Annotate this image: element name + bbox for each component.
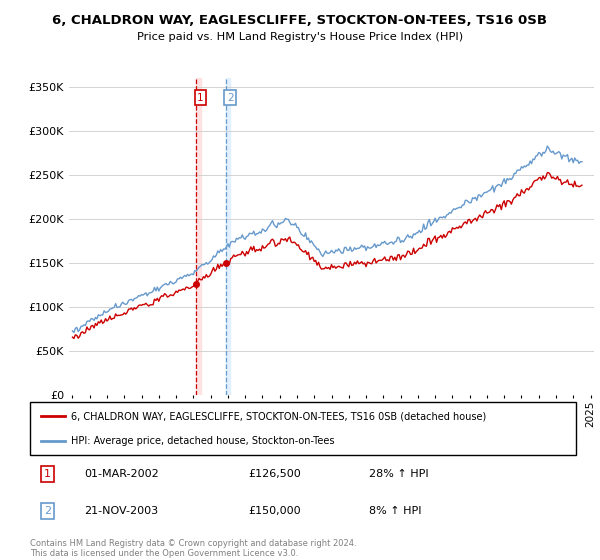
Text: Contains HM Land Registry data © Crown copyright and database right 2024.
This d: Contains HM Land Registry data © Crown c… (30, 539, 356, 558)
Text: 8% ↑ HPI: 8% ↑ HPI (368, 506, 421, 516)
Bar (226, 78, 230, 395)
Text: £150,000: £150,000 (248, 506, 301, 516)
Bar (196, 78, 200, 395)
Text: 6, CHALDRON WAY, EAGLESCLIFFE, STOCKTON-ON-TEES, TS16 0SB (detached house): 6, CHALDRON WAY, EAGLESCLIFFE, STOCKTON-… (71, 412, 486, 422)
Text: 1: 1 (197, 92, 204, 102)
Text: Price paid vs. HM Land Registry's House Price Index (HPI): Price paid vs. HM Land Registry's House … (137, 32, 463, 43)
Text: HPI: Average price, detached house, Stockton-on-Tees: HPI: Average price, detached house, Stoc… (71, 436, 334, 446)
Text: 28% ↑ HPI: 28% ↑ HPI (368, 469, 428, 479)
Text: 1: 1 (44, 469, 50, 479)
Text: 01-MAR-2002: 01-MAR-2002 (85, 469, 160, 479)
Text: £126,500: £126,500 (248, 469, 301, 479)
Text: 21-NOV-2003: 21-NOV-2003 (85, 506, 159, 516)
FancyBboxPatch shape (30, 402, 576, 455)
Text: 2: 2 (227, 92, 233, 102)
Text: 6, CHALDRON WAY, EAGLESCLIFFE, STOCKTON-ON-TEES, TS16 0SB: 6, CHALDRON WAY, EAGLESCLIFFE, STOCKTON-… (53, 14, 548, 27)
Text: 2: 2 (44, 506, 51, 516)
